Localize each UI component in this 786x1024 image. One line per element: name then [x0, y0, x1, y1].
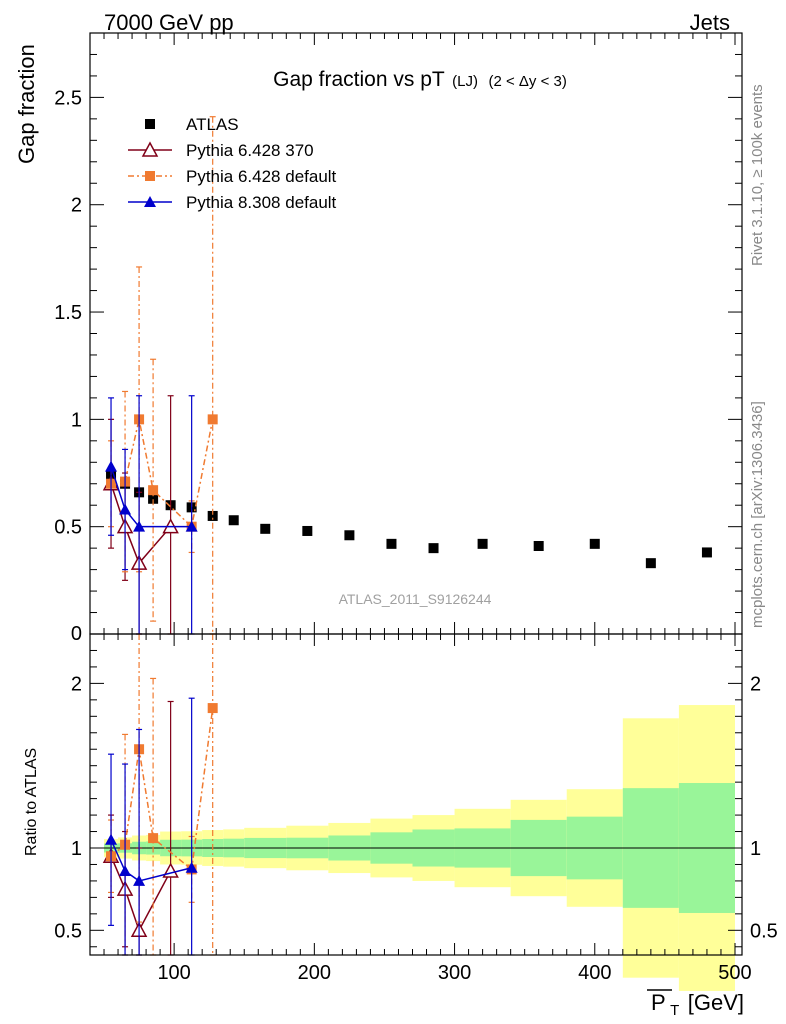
title-range: (2 < Δy < 3) [488, 73, 566, 90]
series-3-ratio-point [105, 833, 118, 845]
data-point-atlas [386, 538, 397, 549]
process-label: Jets [690, 10, 730, 35]
legend-label-series-1: Pythia 6.428 370 [186, 141, 314, 160]
series-3-point [105, 460, 118, 472]
data-point-atlas [533, 540, 544, 551]
axes-layer: 100 200 300 400 500 0.5 1 1.5 2 2.5 0 0.5 0.5 1 1 2 2 [54, 32, 778, 984]
ratio-uncertainty-bands [90, 705, 742, 991]
y-axis-label: Gap fraction [14, 44, 39, 164]
series-3-ratio-point [185, 861, 198, 873]
legend-label-series-2: Pythia 6.428 default [186, 167, 337, 186]
ratio-y-tick-label-right: 1 [750, 838, 761, 860]
rivet-version-label: Rivet 3.1.10, ≥ 100k events [749, 84, 766, 266]
title-sub: (LJ) [452, 73, 478, 90]
data-point-atlas [302, 525, 313, 536]
series-2-ratio-point [207, 703, 218, 714]
data-point-atlas [701, 547, 712, 558]
x-axis-label-unit: [GeV] [688, 990, 744, 1015]
series-2-line [110, 419, 214, 529]
main-series-layer [102, 116, 712, 635]
title-main: Gap fraction vs pT [273, 68, 445, 91]
y-tick-label: 2.5 [54, 87, 82, 109]
y-tick-label: 1.5 [54, 302, 82, 324]
legend-label-series-3: Pythia 8.308 default [186, 193, 337, 212]
ratio-y-tick-label: 1 [71, 838, 82, 860]
series-3-ratio-point [119, 865, 132, 877]
legend-marker-series-3 [144, 196, 156, 207]
data-point-atlas [228, 515, 239, 526]
data-point-atlas [589, 538, 600, 549]
data-point-atlas [260, 523, 271, 534]
data-point-atlas [148, 493, 159, 504]
beam-label: 7000 GeV pp [104, 10, 234, 35]
x-axis-label: P T [GeV] [651, 990, 744, 1019]
series-2-point [207, 414, 218, 425]
legend-marker-series-2 [145, 171, 155, 181]
plot-title: Gap fraction vs pT (LJ) (2 < Δy < 3) [273, 68, 567, 91]
legend: ATLAS Pythia 6.428 370 Pythia 6.428 defaul… [128, 115, 337, 212]
series-2-ratio-point [148, 833, 159, 844]
series-3-point [133, 520, 146, 532]
series-1-ratio-line [110, 855, 172, 933]
ratio-frame [89, 633, 743, 956]
series-2-point [148, 485, 159, 496]
y-tick-label: 1 [71, 409, 82, 431]
series-1-line [110, 483, 172, 565]
data-point-atlas [207, 510, 218, 521]
x-tick-label: 300 [438, 962, 471, 984]
x-tick-label: 400 [578, 962, 611, 984]
series-3-line [110, 466, 192, 528]
series-3-point [185, 520, 198, 532]
series-3-ratio-line [110, 839, 192, 882]
data-point-atlas [344, 530, 355, 541]
legend-label-atlas: ATLAS [186, 115, 239, 134]
mcplots-label: mcplots.cern.ch [arXiv:1306.3436] [749, 401, 766, 628]
x-tick-label: 200 [298, 962, 331, 984]
ratio-y-tick-label-right: 2 [750, 673, 761, 695]
x-axis-label-main: P [651, 990, 666, 1015]
ratio-y-tick-label: 0.5 [54, 920, 82, 942]
x-tick-label: 100 [157, 962, 190, 984]
legend-marker-atlas [145, 119, 155, 129]
y-tick-label: 0.5 [54, 517, 82, 539]
series-3-ratio-point [133, 874, 146, 886]
data-point-atlas [645, 558, 656, 569]
x-axis-label-sub: T [670, 1002, 679, 1019]
data-point-atlas [428, 543, 439, 554]
ratio-y-tick-label-right: 0.5 [750, 920, 778, 942]
data-point-atlas [477, 538, 488, 549]
x-tick-label: 500 [718, 962, 751, 984]
series-3-point [119, 503, 132, 515]
legend-marker-series-1 [141, 141, 159, 157]
ratio-y-axis-label: Ratio to ATLAS [23, 748, 40, 856]
y-tick-label: 2 [71, 195, 82, 217]
analysis-watermark: ATLAS_2011_S9126244 [339, 591, 492, 607]
ratio-y-tick-label: 2 [71, 673, 82, 695]
y-tick-label-zero: 0 [71, 623, 82, 645]
